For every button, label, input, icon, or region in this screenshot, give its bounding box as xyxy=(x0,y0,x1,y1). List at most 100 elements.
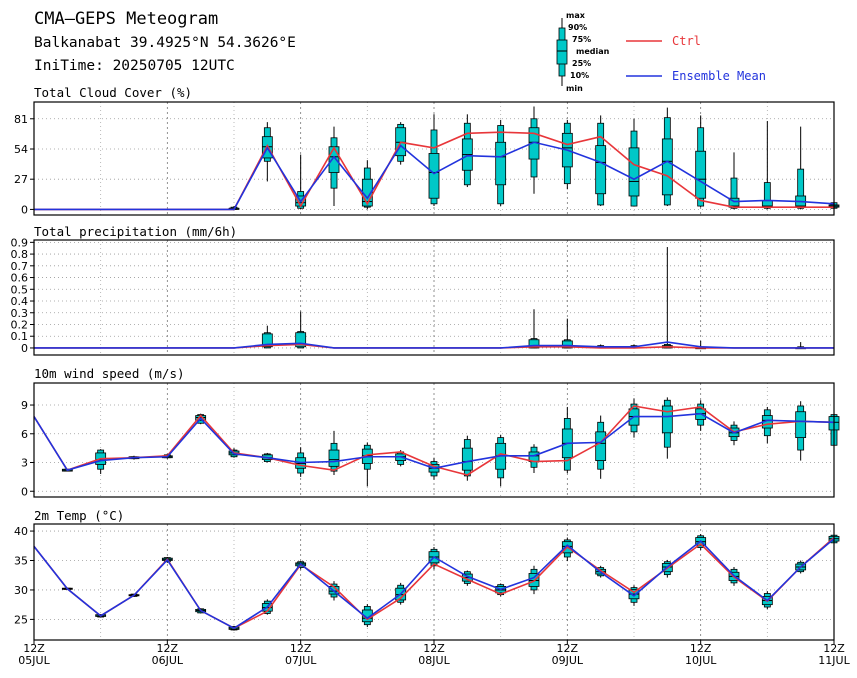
panel-2: Total precipitation (mm/6h) 00.10.20.30.4… xyxy=(11,224,835,356)
location-label: Balkanabat 39.4925°N 54.3626°E xyxy=(34,35,296,51)
ensemble-box xyxy=(428,114,440,207)
panel-frame xyxy=(33,523,835,641)
x-tick-label-date: 06JUL xyxy=(152,654,184,667)
box-p25-p75 xyxy=(428,153,440,199)
ensemble-box xyxy=(495,119,507,207)
x-tick-label-hour: 12Z xyxy=(290,642,312,655)
ensemble-box xyxy=(361,442,373,487)
y-tick-label: 0 xyxy=(21,203,28,216)
box-p10-p90 xyxy=(797,168,805,209)
ensemble-mean-line xyxy=(34,341,834,349)
legend-mean-label: Ensemble Mean xyxy=(672,69,766,83)
box-p25-p75 xyxy=(661,138,673,196)
box-p25-p75 xyxy=(661,405,673,434)
y-tick-label: 54 xyxy=(14,143,28,156)
box-p25-p75 xyxy=(328,449,340,467)
y-tick-label: 0.4 xyxy=(11,295,29,308)
box-p25-p75 xyxy=(461,447,473,471)
x-tick-label-date: 09JUL xyxy=(552,654,584,667)
y-tick-label: 0.7 xyxy=(11,260,29,273)
x-tick-label-hour: 12Z xyxy=(557,642,579,655)
box-legend-label: min xyxy=(566,84,583,93)
box-p25-p75 xyxy=(695,150,707,199)
y-tick-label: 0.2 xyxy=(11,318,29,331)
y-tick-label: 0.6 xyxy=(11,272,29,285)
y-tick-label: 81 xyxy=(14,113,28,126)
y-tick-label: 6 xyxy=(21,428,28,441)
panel-title: 2m Temp (°C) xyxy=(34,508,124,523)
x-tick-label-date: 08JUL xyxy=(418,654,450,667)
ensemble-mean-line xyxy=(34,141,835,211)
box-p25-p75 xyxy=(528,339,540,349)
box-legend-label: 75% xyxy=(572,35,591,44)
ensemble-box xyxy=(461,114,473,188)
panel-frame xyxy=(33,382,835,498)
x-tick-label-hour: 12Z xyxy=(823,642,845,655)
ensemble-box xyxy=(361,160,373,210)
x-axis-labels: 12Z05JUL12Z06JUL12Z07JUL12Z08JUL12Z09JUL… xyxy=(18,640,851,667)
legend-box-p25-p75 xyxy=(556,39,568,65)
box-p25-p75 xyxy=(295,332,307,348)
ensemble-box xyxy=(561,406,573,474)
x-tick-label-hour: 12Z xyxy=(690,642,712,655)
ensemble-box xyxy=(795,401,807,461)
box-legend-label: max xyxy=(566,11,586,20)
ensemble-box xyxy=(661,107,673,207)
ensemble-box xyxy=(761,121,773,210)
ensemble-box xyxy=(628,118,640,207)
panel-3: 10m wind speed (m/s) 0 3 6 9 xyxy=(21,366,840,498)
panel-title: 10m wind speed (m/s) xyxy=(34,366,185,381)
box-p25-p75 xyxy=(495,141,507,186)
ensemble-box xyxy=(328,126,340,207)
panel-title: Total Cloud Cover (%) xyxy=(34,85,192,100)
y-tick-label: 40 xyxy=(14,525,28,538)
box-p10-p90 xyxy=(763,182,771,209)
y-tick-label: 0 xyxy=(21,485,28,498)
series-legend: Ctrl Ensemble Mean xyxy=(626,34,766,83)
init-time-label: IniTime: 20250705 12UTC xyxy=(34,58,235,74)
ensemble-box xyxy=(528,309,540,349)
ensemble-box xyxy=(628,398,640,438)
legend-ctrl-label: Ctrl xyxy=(672,34,701,48)
box-legend: max 90% 75% median 25% 10% min xyxy=(556,11,610,93)
box-p25-p75 xyxy=(561,340,573,349)
y-tick-label: 0 xyxy=(21,342,28,355)
x-tick-label-hour: 12Z xyxy=(423,642,445,655)
box-p10-p90 xyxy=(730,177,738,209)
y-tick-label: 0.8 xyxy=(11,248,29,261)
ensemble-box xyxy=(661,247,673,349)
y-tick-label: 0.3 xyxy=(11,307,29,320)
ensemble-box xyxy=(795,126,807,210)
y-tick-label: 3 xyxy=(21,457,28,470)
y-tick-label: 25 xyxy=(14,613,28,626)
box-legend-label: 25% xyxy=(572,59,591,68)
box-p25-p75 xyxy=(595,431,607,461)
panels: Total Cloud Cover (%) 0 27 54 81 Total precip… xyxy=(11,85,840,641)
box-legend-label: 10% xyxy=(570,71,589,80)
y-tick-label: 35 xyxy=(14,555,28,568)
panel-frame xyxy=(33,239,835,356)
box-p25-p75 xyxy=(795,411,807,439)
box-legend-label: median xyxy=(576,47,610,56)
x-tick-label-hour: 12Z xyxy=(157,642,179,655)
box-p25-p75 xyxy=(628,147,640,197)
ensemble-box xyxy=(595,415,607,479)
y-tick-label: 9 xyxy=(21,399,28,412)
y-tick-label: 0.5 xyxy=(11,283,29,296)
y-tick-label: 30 xyxy=(14,584,28,597)
y-tick-label: 0.1 xyxy=(11,330,29,343)
x-tick-label-hour: 12Z xyxy=(23,642,45,655)
box-p25-p75 xyxy=(595,145,607,195)
box-p25-p75 xyxy=(261,333,273,348)
ensemble-box xyxy=(561,318,573,349)
meteogram-title: CMA—GEPS Meteogram xyxy=(34,9,218,29)
x-tick-label-date: 07JUL xyxy=(285,654,317,667)
x-tick-label-date: 05JUL xyxy=(18,654,50,667)
ensemble-mean-line xyxy=(33,412,835,472)
ensemble-box xyxy=(728,152,740,210)
y-tick-label: 27 xyxy=(14,173,28,186)
x-tick-label-date: 11JUL xyxy=(818,654,850,667)
ensemble-box xyxy=(528,106,540,194)
x-tick-label-date: 10JUL xyxy=(685,654,717,667)
